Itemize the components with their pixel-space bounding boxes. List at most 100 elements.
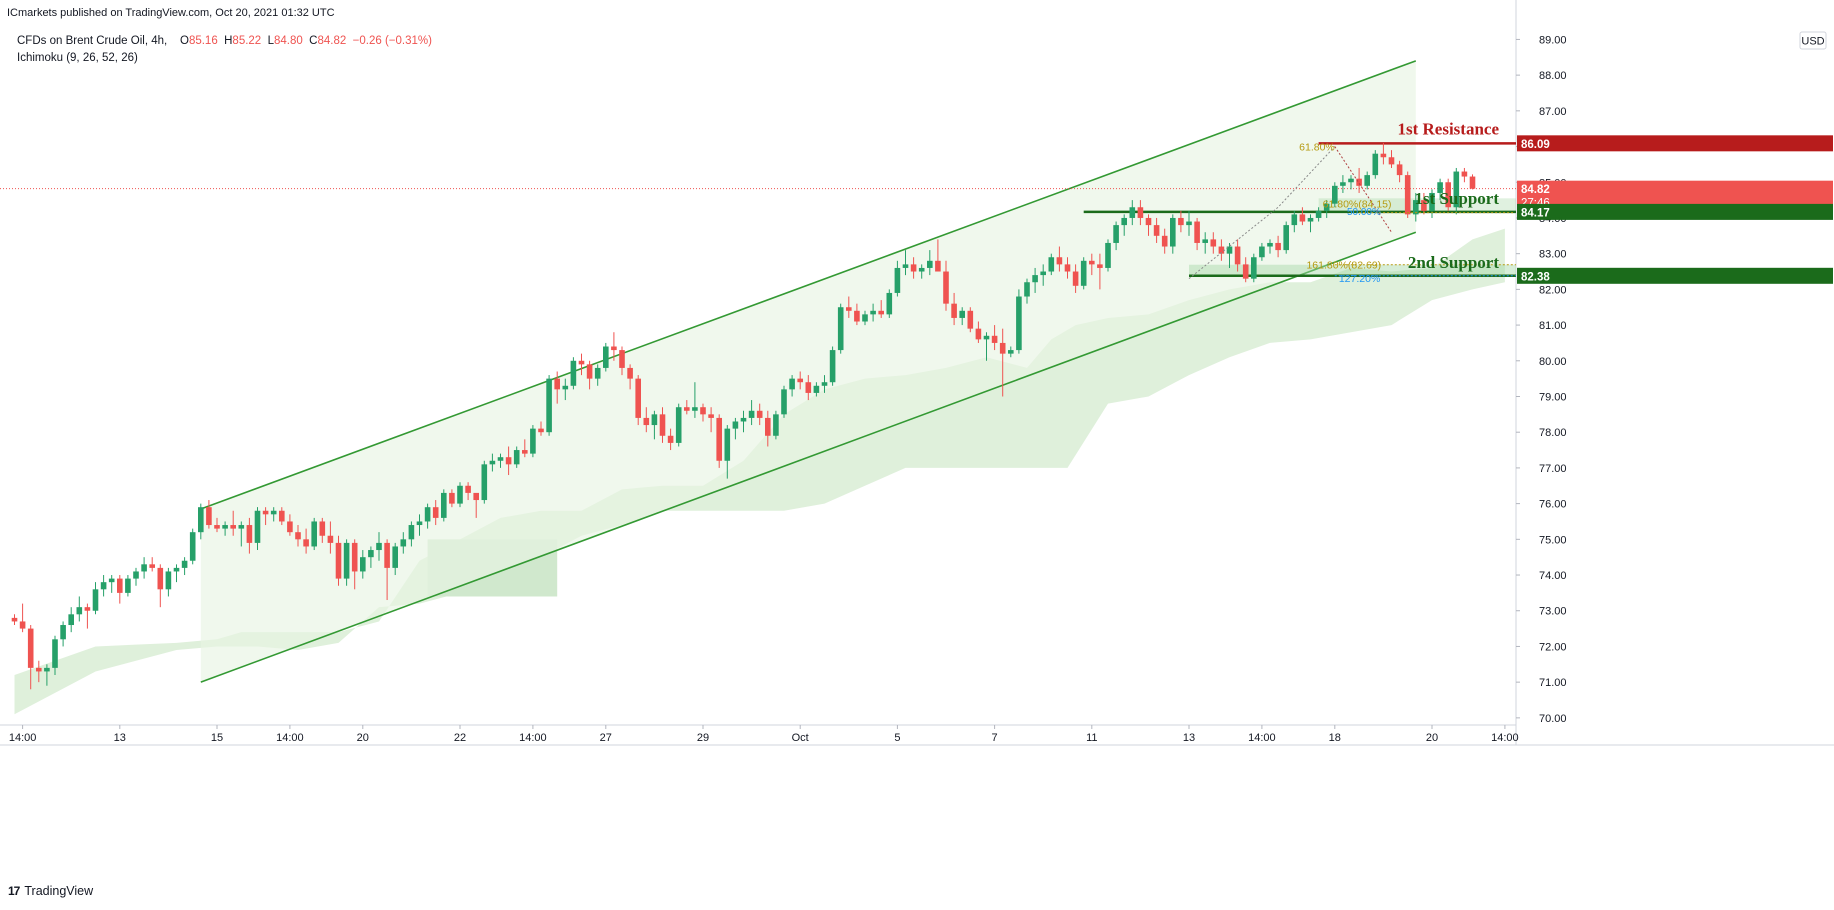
- candle-body[interactable]: [36, 667, 42, 672]
- candle-body[interactable]: [991, 335, 998, 343]
- candle-body[interactable]: [708, 414, 714, 418]
- candle-body[interactable]: [943, 271, 949, 304]
- candle-body[interactable]: [173, 567, 180, 572]
- candle-body[interactable]: [400, 539, 407, 547]
- candle-body[interactable]: [1080, 260, 1087, 286]
- candle[interactable]: [1299, 207, 1306, 226]
- candle-body[interactable]: [1396, 164, 1403, 176]
- candle-body[interactable]: [473, 492, 479, 501]
- candle[interactable]: [1121, 214, 1127, 236]
- candle-body[interactable]: [513, 450, 520, 465]
- candle[interactable]: [870, 303, 876, 322]
- candle-body[interactable]: [846, 307, 852, 311]
- candle-body[interactable]: [84, 607, 91, 611]
- candle-body[interactable]: [635, 378, 641, 418]
- candle[interactable]: [1259, 242, 1265, 261]
- candle-body[interactable]: [562, 385, 569, 390]
- candle-body[interactable]: [862, 314, 868, 322]
- candle[interactable]: [1072, 264, 1079, 293]
- indicator-legend[interactable]: Ichimoku (9, 26, 52, 26): [17, 52, 138, 64]
- candle-body[interactable]: [1332, 185, 1338, 204]
- candle-body[interactable]: [222, 525, 228, 529]
- candle[interactable]: [1340, 175, 1346, 193]
- candle-body[interactable]: [1218, 246, 1225, 254]
- candle-body[interactable]: [999, 342, 1006, 354]
- candle-body[interactable]: [643, 417, 650, 426]
- candle-body[interactable]: [392, 546, 398, 568]
- candle[interactable]: [651, 410, 658, 440]
- candle-body[interactable]: [360, 557, 366, 572]
- candle[interactable]: [1413, 192, 1419, 222]
- candle-body[interactable]: [505, 457, 512, 465]
- candle[interactable]: [975, 321, 982, 343]
- candle-body[interactable]: [603, 346, 609, 368]
- candle[interactable]: [1332, 182, 1338, 208]
- candle[interactable]: [206, 500, 212, 529]
- candle-body[interactable]: [1267, 242, 1273, 247]
- candle[interactable]: [165, 567, 172, 597]
- candle[interactable]: [424, 503, 431, 529]
- candle-body[interactable]: [651, 414, 658, 426]
- candle-body[interactable]: [530, 428, 536, 454]
- candle-body[interactable]: [935, 260, 941, 272]
- candle[interactable]: [441, 489, 447, 522]
- candle-body[interactable]: [1283, 225, 1289, 251]
- candle-body[interactable]: [1421, 200, 1427, 211]
- candle-body[interactable]: [692, 407, 698, 411]
- candle-body[interactable]: [1129, 207, 1136, 218]
- candle[interactable]: [505, 446, 512, 476]
- candle-body[interactable]: [878, 310, 884, 315]
- candle[interactable]: [1372, 150, 1379, 179]
- candle-body[interactable]: [967, 310, 974, 329]
- candle[interactable]: [740, 410, 747, 433]
- candle-body[interactable]: [141, 564, 147, 572]
- candle-body[interactable]: [1194, 221, 1200, 243]
- candle-body[interactable]: [181, 560, 188, 568]
- time-axis[interactable]: 14:00 13 15 14:00 20 22 14:00 27 29 Oct 5 7 11 13 14:0…: [9, 725, 1519, 744]
- candle-body[interactable]: [1251, 257, 1257, 279]
- candle[interactable]: [351, 539, 358, 590]
- candle[interactable]: [27, 625, 34, 690]
- candle[interactable]: [603, 342, 609, 372]
- candle-body[interactable]: [1186, 221, 1192, 226]
- candle-body[interactable]: [19, 621, 26, 629]
- candle-body[interactable]: [270, 510, 277, 515]
- candle[interactable]: [295, 525, 301, 547]
- candle-body[interactable]: [554, 378, 560, 390]
- candle-body[interactable]: [1429, 192, 1435, 211]
- candle[interactable]: [538, 421, 544, 436]
- candle-body[interactable]: [1153, 225, 1160, 236]
- price-axis[interactable]: 89.0088.0087.0086.0085.0084.0083.0082.00…: [1516, 31, 1833, 725]
- candle[interactable]: [1113, 221, 1119, 251]
- candle[interactable]: [886, 289, 893, 318]
- candle[interactable]: [619, 346, 625, 376]
- candle-body[interactable]: [125, 578, 131, 593]
- candle-body[interactable]: [351, 542, 358, 572]
- candle-body[interactable]: [1388, 157, 1395, 165]
- candle[interactable]: [222, 521, 228, 536]
- candle-body[interactable]: [902, 264, 909, 268]
- candle-body[interactable]: [100, 582, 107, 590]
- candle[interactable]: [813, 382, 820, 397]
- candle[interactable]: [1137, 200, 1144, 226]
- candle[interactable]: [554, 371, 560, 404]
- candle[interactable]: [1388, 150, 1395, 168]
- candle-body[interactable]: [343, 542, 350, 579]
- candle-body[interactable]: [1315, 210, 1322, 218]
- candle-body[interactable]: [489, 460, 496, 465]
- candle[interactable]: [1161, 228, 1168, 254]
- candle-body[interactable]: [44, 667, 50, 672]
- candle-body[interactable]: [951, 303, 957, 318]
- candle[interactable]: [198, 503, 204, 540]
- candle[interactable]: [1421, 192, 1427, 215]
- candle-body[interactable]: [789, 378, 795, 390]
- candle-body[interactable]: [619, 350, 625, 368]
- candle-body[interactable]: [870, 310, 876, 315]
- candle-body[interactable]: [279, 510, 285, 522]
- candle[interactable]: [100, 575, 107, 597]
- candle-body[interactable]: [287, 521, 293, 533]
- candle[interactable]: [1129, 200, 1136, 226]
- candle-body[interactable]: [1291, 214, 1298, 226]
- candle-body[interactable]: [724, 428, 731, 461]
- candle-body[interactable]: [1032, 275, 1038, 283]
